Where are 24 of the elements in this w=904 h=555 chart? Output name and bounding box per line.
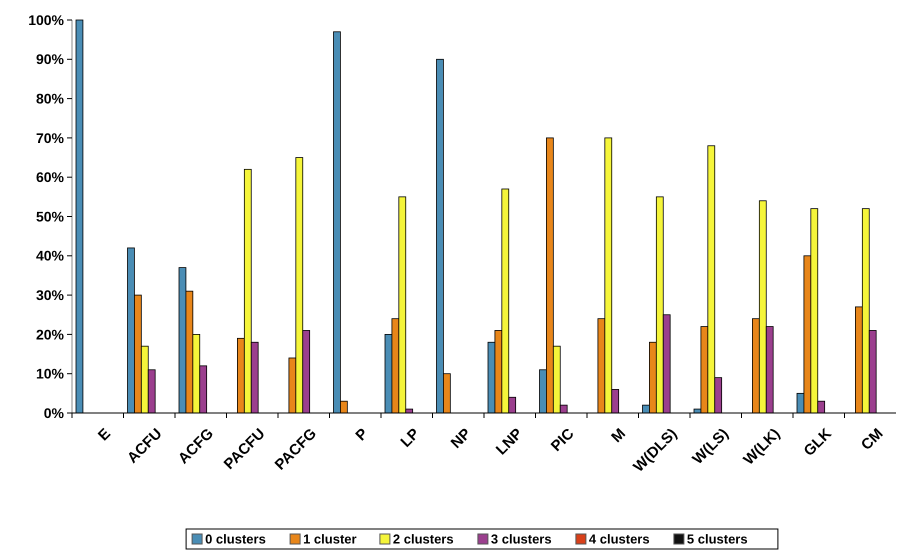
y-tick-label: 10% [36,366,65,382]
y-tick-label: 40% [36,248,65,264]
y-tick-label: 100% [28,12,65,28]
x-tick-label: M [608,425,630,446]
legend-label: 3 clusters [490,532,552,547]
legend-label: 5 clusters [686,532,748,547]
y-tick-label: 50% [36,208,65,224]
y-tick-label: 90% [36,51,65,68]
x-tick-label: P [352,425,372,444]
legend-label: 4 clusters [588,532,650,547]
y-tick-label: 60% [36,169,65,186]
x-tick-label: E [94,425,114,444]
legend-label: 1 cluster [303,532,357,547]
x-tick-label: CM [858,425,887,454]
y-tick-label: 0% [44,404,65,421]
x-tick-label: NP [448,425,475,452]
x-tick-label: LP [397,425,424,451]
y-tick-label: 80% [36,90,65,106]
legend-label: 0 clusters [205,532,266,547]
y-tick-label: 20% [36,326,65,342]
legend-label: 2 clusters [392,532,454,547]
y-tick-label: 70% [36,130,65,146]
x-tick-label: PIC [548,425,578,455]
y-tick-label: 30% [36,287,65,303]
